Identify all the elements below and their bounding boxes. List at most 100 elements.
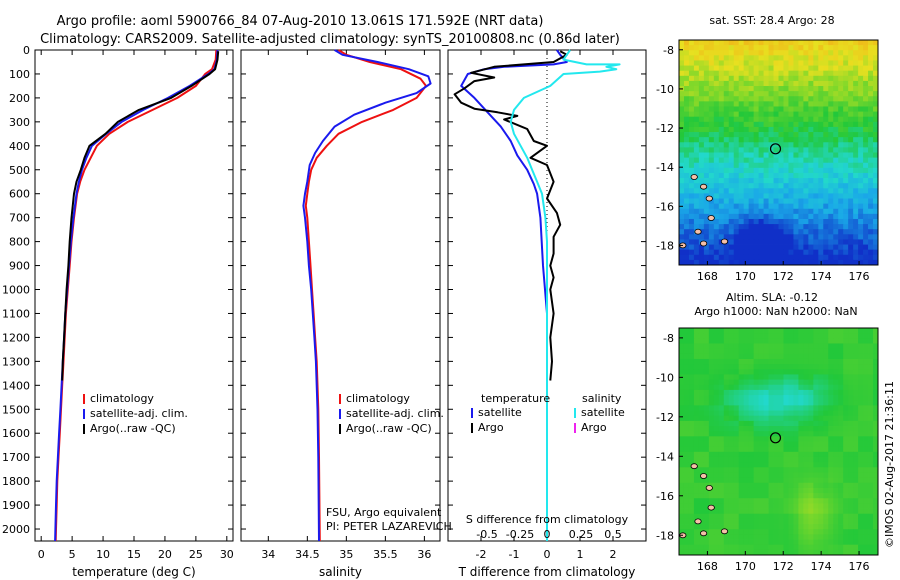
map-cell: [838, 477, 844, 484]
map-cell: [823, 121, 829, 128]
map-cell: [808, 395, 814, 401]
y-tick-label: -8: [663, 332, 674, 345]
map-cell: [693, 477, 700, 484]
map-cell: [803, 218, 809, 225]
map-cell: [763, 549, 769, 556]
map-cell: [863, 96, 869, 102]
map-cell: [798, 462, 804, 468]
x-tick-label: 20: [158, 548, 172, 561]
map-cell: [818, 167, 824, 174]
map-cell: [868, 477, 874, 484]
map-cell: [693, 338, 700, 344]
map-cell: [758, 338, 764, 344]
map-cell: [783, 60, 789, 66]
map-cell: [868, 513, 874, 520]
map-cell: [843, 333, 849, 339]
map-cell: [823, 167, 829, 174]
map-cell: [728, 405, 735, 411]
map-cell: [783, 389, 789, 396]
map-cell: [683, 137, 690, 143]
map-cell: [753, 259, 760, 266]
map-cell: [698, 410, 705, 417]
map-cell: [778, 208, 784, 215]
map-cell: [863, 493, 869, 499]
y-tick-label: 1100: [2, 307, 30, 320]
legend-entry: satellite: [581, 406, 625, 419]
map-cell: [708, 374, 715, 380]
map-cell: [753, 389, 760, 396]
map-cell: [679, 172, 685, 179]
map-cell: [688, 254, 695, 261]
map-cell: [853, 91, 859, 97]
map-cell: [793, 254, 799, 261]
map-cell: [798, 364, 804, 370]
map-cell: [838, 451, 844, 458]
map-cell: [863, 415, 869, 422]
map-cell: [738, 384, 745, 391]
map-cell: [768, 431, 774, 437]
map-cell: [723, 498, 730, 504]
map-cell: [803, 234, 809, 240]
map-cell: [868, 338, 874, 344]
map-cell: [688, 549, 695, 556]
map-cell: [833, 147, 839, 153]
map-cell: [683, 80, 690, 87]
map-cell: [813, 147, 819, 153]
map-cell: [698, 91, 705, 97]
map-cell: [693, 203, 700, 210]
map-cell: [713, 86, 720, 92]
map-cell: [788, 379, 794, 386]
map-cell: [868, 518, 874, 525]
map-cell: [838, 50, 844, 56]
map-cell: [853, 328, 859, 334]
map-cell: [778, 188, 784, 194]
map-cell: [679, 183, 685, 189]
map-cell: [718, 249, 725, 256]
map-cell: [833, 70, 839, 77]
map-cell: [693, 436, 700, 442]
map-cell: [848, 431, 854, 437]
map-cell: [758, 152, 764, 159]
map-cell: [808, 513, 814, 520]
map-cell: [708, 487, 715, 494]
map-cell: [718, 524, 725, 530]
map-cell: [713, 374, 720, 380]
map-cell: [713, 259, 720, 266]
map-cell: [813, 229, 819, 235]
map-cell: [868, 172, 874, 179]
map-cell: [683, 254, 690, 261]
map-cell: [783, 353, 789, 360]
map-cell: [738, 379, 745, 386]
map-cell: [703, 167, 710, 174]
map-cell: [858, 544, 864, 551]
map-cell: [679, 508, 685, 515]
map-cell: [788, 254, 794, 261]
map-cell: [853, 400, 859, 406]
map-cell: [838, 147, 844, 153]
map-cell: [838, 462, 844, 468]
map-cell: [808, 400, 814, 406]
map-cell: [733, 55, 740, 61]
map-cell: [753, 498, 760, 504]
map-cell: [853, 395, 859, 401]
map-cell: [728, 126, 735, 133]
map-cell: [758, 333, 764, 339]
map-cell: [833, 451, 839, 458]
map-cell: [688, 389, 695, 396]
map-cell: [763, 70, 769, 77]
map-cell: [873, 137, 879, 143]
map-cell: [688, 518, 695, 525]
map-cell: [693, 96, 700, 102]
map-cell: [833, 111, 839, 118]
map-cell: [873, 503, 879, 509]
map-cell: [693, 374, 700, 380]
map-cell: [748, 358, 755, 365]
map-cell: [743, 482, 750, 489]
map-cell: [833, 338, 839, 344]
map-cell: [873, 395, 879, 401]
map-cell: [853, 426, 859, 432]
map-cell: [708, 462, 715, 468]
map-cell: [773, 147, 779, 153]
map-cell: [813, 539, 819, 546]
map-cell: [838, 218, 844, 225]
